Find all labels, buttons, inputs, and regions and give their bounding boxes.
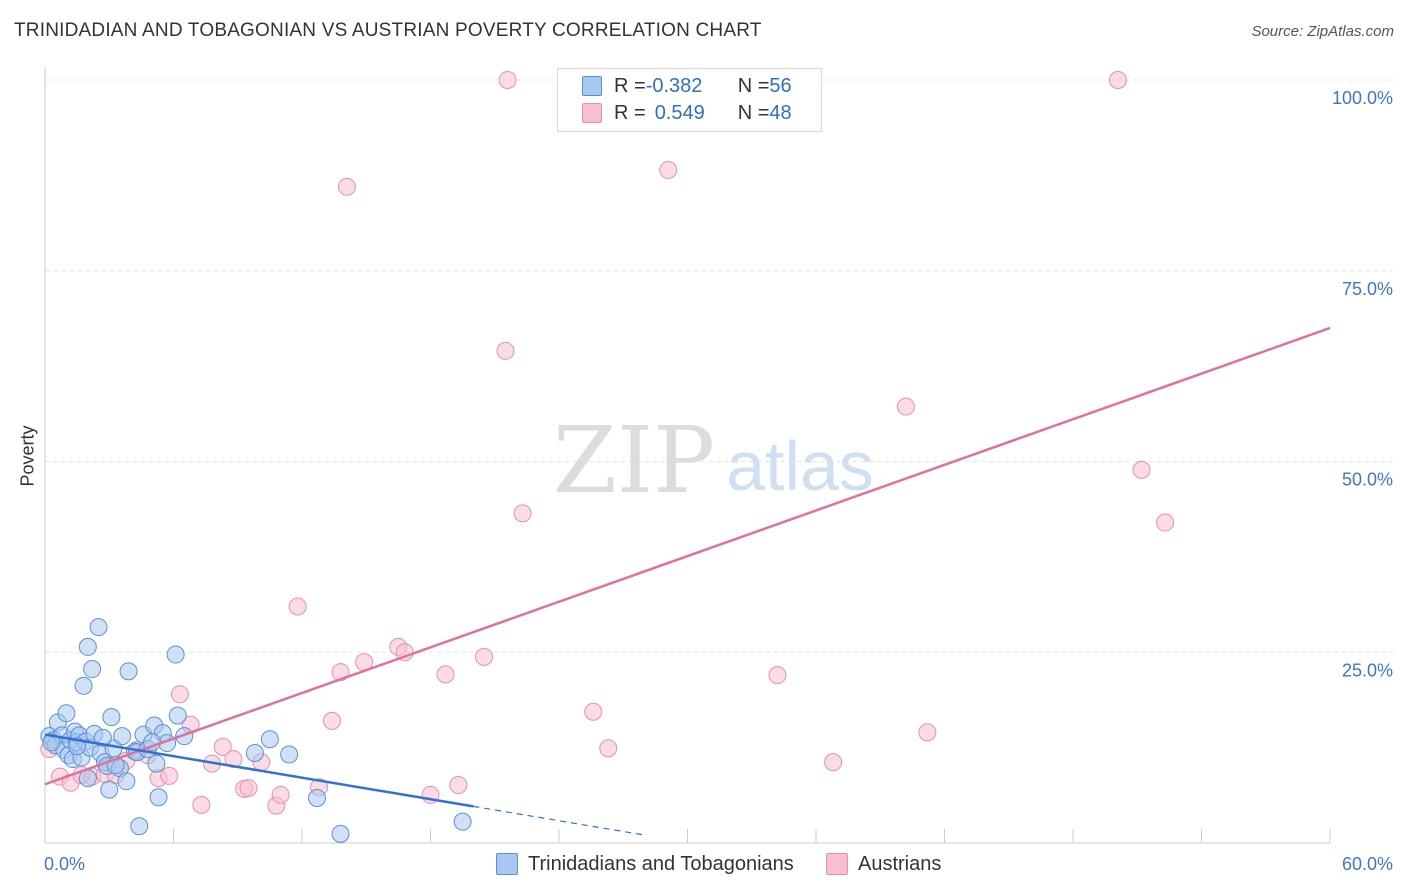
series-trinidadians-points [40,618,472,843]
data-point-trinidadians [42,733,61,752]
legend-swatch-blue [582,76,602,96]
y-tick-label: 50.0% [1342,470,1393,490]
bottom-legend-swatch-pink [826,853,848,875]
data-point-austrians [498,71,517,89]
data-point-trinidadians [119,662,138,681]
grid-lines [45,79,1393,653]
data-point-trinidadians [453,812,472,831]
watermark-atlas: atlas [726,427,874,505]
data-point-austrians [271,785,290,804]
y-tick-label: 75.0% [1342,279,1393,299]
data-point-trinidadians [83,660,102,679]
data-point-austrians [918,723,937,742]
data-point-trinidadians [89,618,108,637]
data-point-trinidadians [93,728,112,747]
bottom-legend-trinidadians: Trinidadians and Tobagonians [496,851,794,877]
data-point-trinidadians [149,788,168,807]
data-point-austrians [513,504,532,523]
data-point-austrians [1156,513,1175,532]
watermark: ZIP atlas [553,407,874,514]
data-point-austrians [192,795,211,814]
legend-n-label: N = [737,74,770,97]
data-point-austrians [824,753,843,772]
data-point-austrians [239,779,258,798]
trend-line-austrians [44,326,1331,786]
legend-r-value: -0.382 [645,74,703,97]
y-tick-label: 100.0% [1332,88,1393,108]
correlation-legend: R = -0.382 N = 56 R = 0.549 N = 48 [557,68,822,132]
bottom-legend-label: Austrians [858,852,942,875]
trend-line-trinidadians-extrapolated [473,805,645,836]
data-point-austrians [224,750,243,769]
data-point-austrians [496,341,515,360]
data-point-trinidadians [130,817,149,836]
data-point-trinidadians [117,772,136,791]
legend-n-value: 48 [769,101,792,124]
data-point-trinidadians [260,730,279,749]
data-point-trinidadians [280,745,299,764]
data-point-trinidadians [245,743,264,762]
bottom-legend-swatch-blue [496,853,518,875]
data-point-austrians [1132,460,1151,479]
data-point-trinidadians [102,708,121,727]
legend-r-value: 0.549 [654,101,705,124]
legend-n-label: N = [737,101,770,124]
legend-n-value: 56 [769,74,792,97]
data-point-trinidadians [168,706,187,725]
legend-swatch-pink [582,103,602,123]
tick-labels: 25.0% 50.0% 75.0% 100.0% 0.0% 60.0% [44,88,1393,874]
data-point-trinidadians [100,780,119,799]
legend-r-label: R = [614,101,646,124]
data-point-austrians [449,776,468,795]
trend-line-trinidadians [44,733,474,808]
chart-title: TRINIDADIAN AND TOBAGONIAN VS AUSTRIAN P… [14,20,762,41]
source-label: Source: ZipAtlas.com [1251,23,1394,40]
data-point-austrians [475,647,494,666]
data-point-trinidadians [175,727,194,746]
data-point-austrians [896,397,915,416]
legend-row-austrians: R = 0.549 N = 48 [582,101,792,125]
data-point-austrians [160,766,179,785]
data-point-austrians [288,597,307,616]
legend-row-trinidadians: R = -0.382 N = 56 [582,74,792,98]
legend-r-label: R = [614,74,646,97]
x-tick-label-min: 0.0% [44,854,85,874]
watermark-zip: ZIP [553,407,715,514]
data-point-trinidadians [78,637,97,656]
data-point-austrians [213,737,232,756]
data-point-trinidadians [331,824,350,843]
data-point-austrians [436,665,455,684]
data-point-austrians [659,161,678,180]
data-point-trinidadians [57,704,76,723]
data-point-trinidadians [147,754,166,773]
data-point-austrians [170,685,189,704]
axes [44,67,1331,844]
data-point-austrians [599,739,618,758]
data-point-austrians [1108,71,1127,89]
x-tick-label-max: 60.0% [1342,854,1393,874]
data-point-austrians [584,702,603,721]
data-point-austrians [768,666,787,685]
data-point-austrians [322,711,341,730]
data-point-austrians [337,177,356,196]
data-point-trinidadians [113,727,132,746]
data-point-trinidadians [307,788,326,807]
y-tick-label: 25.0% [1342,660,1393,680]
bottom-legend-label: Trinidadians and Tobagonians [528,852,794,875]
data-point-trinidadians [166,645,185,664]
data-point-trinidadians [74,676,93,695]
trend-lines [44,326,1331,836]
bottom-legend-austrians: Austrians [826,851,941,877]
